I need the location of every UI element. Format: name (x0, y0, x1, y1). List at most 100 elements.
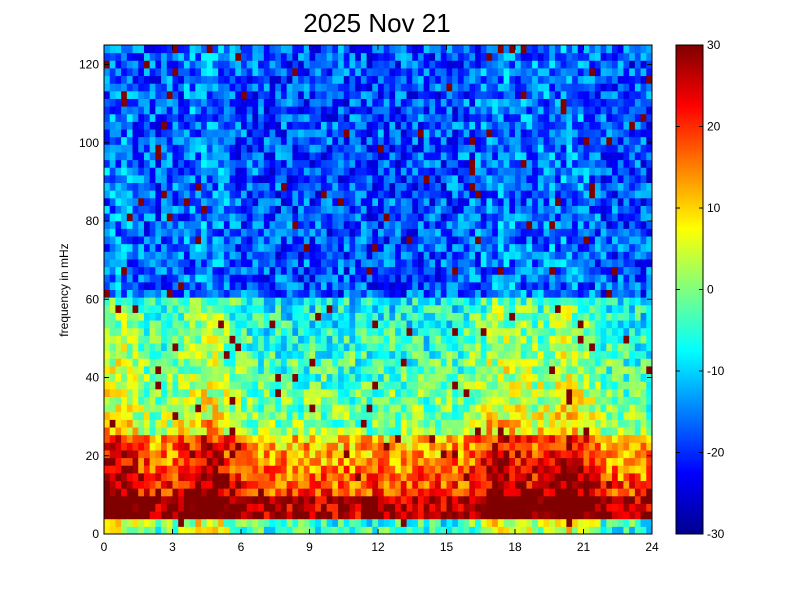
heatmap-cell (366, 404, 373, 413)
heatmap-cell (417, 258, 425, 268)
heatmap-cell (515, 205, 522, 214)
heatmap-cell (275, 83, 282, 92)
heatmap-cell (417, 304, 425, 313)
heatmap-cell (526, 67, 533, 77)
heatmap-cell (355, 388, 362, 397)
heatmap-cell (515, 297, 522, 306)
heatmap-cell (412, 442, 419, 451)
heatmap-cell (452, 289, 459, 298)
heatmap-cell (355, 419, 362, 428)
heatmap-cell (343, 350, 350, 359)
heatmap-cell (252, 304, 259, 313)
heatmap-cell (509, 213, 516, 222)
heatmap-cell (292, 381, 299, 390)
heatmap-cell (132, 182, 139, 191)
heatmap-cell (486, 182, 493, 191)
heatmap-cell (201, 213, 208, 222)
heatmap-cell (435, 388, 442, 397)
heatmap-cell (309, 251, 316, 260)
heatmap-cell (258, 251, 265, 260)
heatmap-cell (360, 488, 368, 497)
heatmap-cell (520, 327, 527, 336)
heatmap-cell (378, 388, 385, 397)
heatmap-cell (104, 266, 111, 275)
heatmap-cell (383, 136, 390, 145)
heatmap-cell (440, 365, 447, 375)
heatmap-cell (166, 197, 173, 206)
heatmap-cell (338, 419, 345, 428)
heatmap-cell (446, 197, 453, 206)
heatmap-cell (475, 106, 482, 115)
heatmap-cell (537, 320, 545, 329)
heatmap-cell (338, 67, 345, 77)
heatmap-cell (201, 396, 208, 405)
heatmap-cell (161, 121, 168, 130)
heatmap-cell (229, 197, 236, 206)
heatmap-cell (218, 45, 225, 54)
heatmap-cell (104, 442, 111, 451)
heatmap-cell (104, 190, 111, 199)
heatmap-cell (480, 381, 487, 390)
heatmap-cell (332, 190, 339, 199)
heatmap-cell (258, 518, 265, 527)
heatmap-cell (183, 358, 191, 367)
heatmap-cell (360, 60, 368, 69)
heatmap-cell (526, 495, 533, 504)
heatmap-cell (360, 396, 368, 405)
heatmap-cell (360, 335, 368, 344)
heatmap-cell (263, 511, 271, 520)
heatmap-cell (275, 335, 282, 344)
heatmap-cell (235, 190, 242, 199)
heatmap-cell (143, 434, 151, 443)
heatmap-cell (515, 526, 522, 535)
heatmap-cell (149, 442, 156, 451)
heatmap-cell (149, 136, 156, 145)
heatmap-cell (218, 182, 225, 191)
heatmap-cell (212, 381, 219, 390)
heatmap-cell (452, 304, 459, 313)
heatmap-cell (537, 129, 545, 138)
heatmap-cell (378, 129, 385, 138)
heatmap-cell (298, 304, 305, 313)
heatmap-cell (315, 205, 322, 214)
heatmap-cell (235, 274, 242, 283)
heatmap-cell (492, 365, 499, 375)
heatmap-cell (332, 304, 339, 313)
heatmap-cell (503, 312, 510, 321)
heatmap-cell (326, 98, 333, 107)
heatmap-cell (429, 228, 436, 237)
heatmap-cell (389, 320, 396, 329)
heatmap-cell (212, 342, 219, 352)
heatmap-cell (315, 350, 322, 359)
heatmap-cell (303, 144, 310, 153)
heatmap-cell (475, 381, 482, 390)
heatmap-cell (435, 190, 442, 199)
heatmap-cell (195, 228, 202, 237)
heatmap-cell (223, 427, 231, 436)
heatmap-cell (161, 129, 168, 138)
heatmap-cell (389, 442, 396, 451)
heatmap-cell (343, 465, 350, 474)
heatmap-cell (315, 297, 322, 306)
heatmap-cell (400, 213, 408, 222)
heatmap-cell (132, 213, 139, 222)
heatmap-cell (395, 335, 402, 344)
heatmap-cell (492, 427, 499, 436)
heatmap-cell (360, 151, 368, 161)
heatmap-cell (452, 373, 459, 382)
heatmap-cell (246, 434, 253, 443)
heatmap-cell (406, 457, 413, 466)
heatmap-cell (532, 434, 539, 443)
heatmap-cell (446, 297, 453, 306)
heatmap-cell (480, 297, 487, 306)
heatmap-cell (206, 190, 213, 199)
heatmap-cell (132, 83, 139, 92)
heatmap-cell (172, 511, 179, 520)
heatmap-cell (463, 411, 470, 420)
heatmap-cell (206, 472, 213, 482)
heatmap-cell (269, 243, 276, 252)
heatmap-cell (395, 213, 402, 222)
heatmap-cell (161, 75, 168, 84)
heatmap-cell (515, 67, 522, 77)
heatmap-cell (520, 442, 527, 451)
